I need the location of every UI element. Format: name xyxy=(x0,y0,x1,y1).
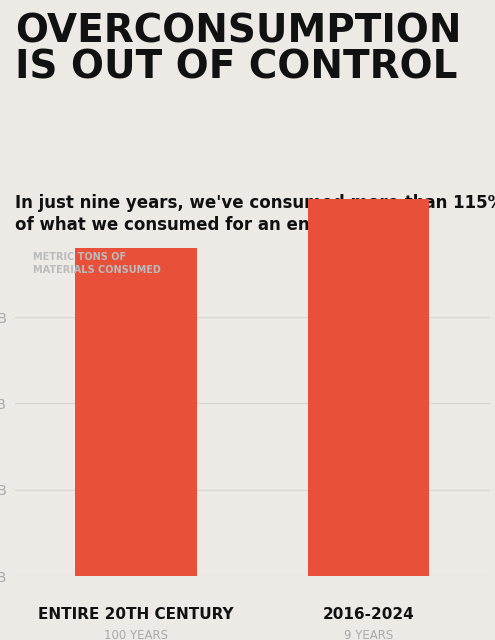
Text: METRIC TONS OF
MATERIALS CONSUMED: METRIC TONS OF MATERIALS CONSUMED xyxy=(34,252,161,275)
Bar xyxy=(308,199,430,576)
Text: 2016-2024: 2016-2024 xyxy=(323,607,415,621)
Text: ENTIRE 20TH CENTURY: ENTIRE 20TH CENTURY xyxy=(38,607,234,621)
Text: 9 YEARS: 9 YEARS xyxy=(345,628,394,640)
Text: In just nine years, we've consumed more than 115%
of what we consumed for an ent: In just nine years, we've consumed more … xyxy=(15,195,495,234)
Bar xyxy=(75,248,197,576)
Text: OVERCONSUMPTION
IS OUT OF CONTROL: OVERCONSUMPTION IS OUT OF CONTROL xyxy=(15,13,461,86)
Text: 100 YEARS: 100 YEARS xyxy=(104,628,168,640)
